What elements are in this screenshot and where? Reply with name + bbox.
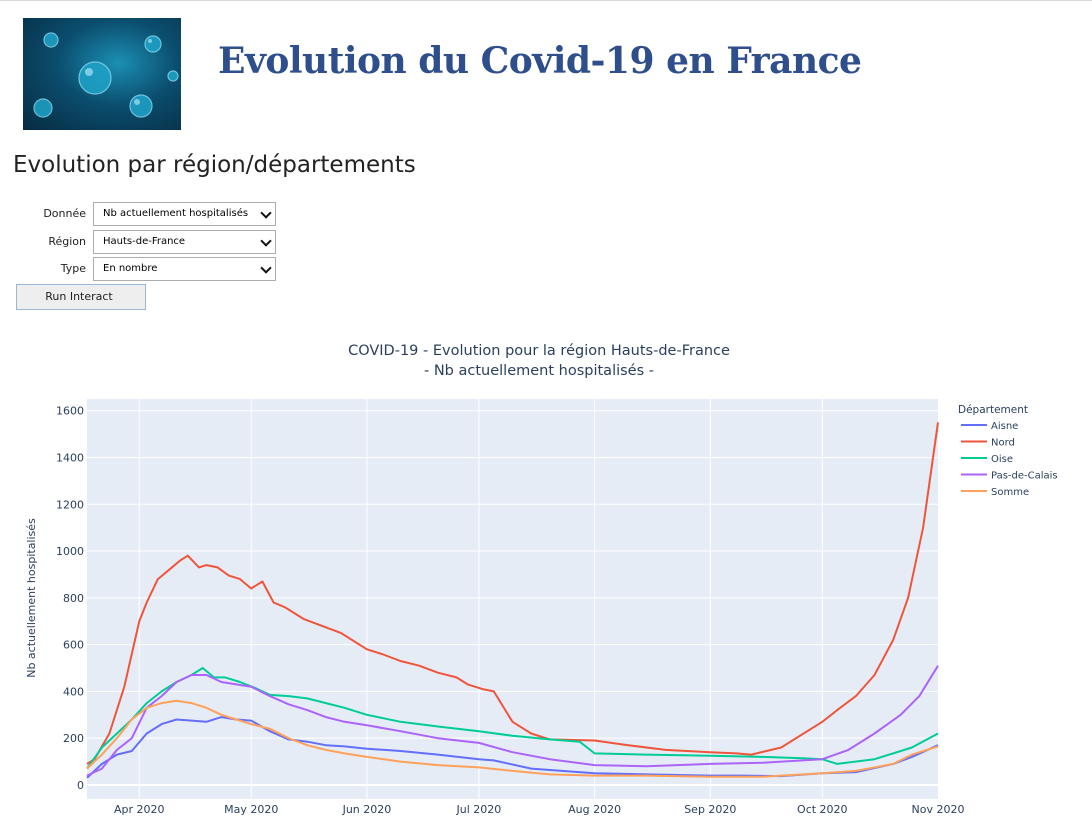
y-axis-label: Nb actuellement hospitalisés <box>25 518 38 678</box>
x-tick-label: Aug 2020 <box>568 803 621 816</box>
series-line-somme <box>86 699 939 778</box>
legend-label: Pas-de-Calais <box>991 471 1058 482</box>
x-axis-ticks: Apr 2020 May 2020 Jun 2020 Jul 2020 Aug 2020… <box>114 803 964 816</box>
legend-label: Oise <box>991 454 1013 465</box>
series-line-nord <box>86 422 939 765</box>
donnee-select-value: Nb actuellement hospitalisés <box>103 208 249 219</box>
y-tick-label: 1000 <box>56 545 84 558</box>
chevron-down-icon <box>260 262 272 274</box>
x-tick-label: Sep 2020 <box>684 803 736 816</box>
legend-label: Nord <box>991 438 1015 449</box>
x-tick-label: Apr 2020 <box>114 803 165 816</box>
chevron-down-icon <box>260 207 272 219</box>
type-select-value: En nombre <box>103 263 158 274</box>
legend-title: Département <box>958 404 1028 416</box>
y-tick-label: 0 <box>77 779 84 792</box>
legend-item[interactable]: Pas-de-Calais <box>961 471 1058 482</box>
region-row: Région Hauts-de-France <box>0 230 280 254</box>
legend-item[interactable]: Nord <box>961 438 1015 449</box>
x-tick-label: Jun 2020 <box>342 803 392 816</box>
type-select[interactable]: En nombre <box>93 257 276 281</box>
plot-area <box>87 399 938 799</box>
top-rule <box>0 0 1092 1</box>
section-title: Evolution par région/départements <box>13 152 416 178</box>
x-tick-label: Jul 2020 <box>456 803 502 816</box>
series-line-pas-de-calais <box>86 665 939 777</box>
y-tick-label: 200 <box>63 732 84 745</box>
donnee-label: Donnée <box>43 207 86 220</box>
virus-banner-image <box>23 18 181 130</box>
y-tick-label: 1600 <box>56 405 84 418</box>
run-interact-button[interactable]: Run Interact <box>16 284 146 310</box>
series-line-oise <box>86 667 939 770</box>
type-row: Type En nombre <box>0 257 280 281</box>
type-label: Type <box>60 262 86 275</box>
legend-label: Aisne <box>991 421 1018 432</box>
legend-item[interactable]: Aisne <box>961 421 1018 432</box>
y-axis-ticks: 0 200 400 600 800 1000 1200 1400 1600 <box>56 405 84 792</box>
chevron-down-icon <box>260 235 272 247</box>
y-tick-label: 1200 <box>56 498 84 511</box>
hospitalisations-chart: COVID-19 - Evolution pour la région Haut… <box>25 343 1058 816</box>
legend-item[interactable]: Somme <box>961 487 1029 498</box>
legend-label: Somme <box>991 487 1029 498</box>
chart-title: COVID-19 - Evolution pour la région Haut… <box>348 343 730 359</box>
x-tick-label: Oct 2020 <box>797 803 848 816</box>
legend: Département Aisne Nord Oise Pas-de-Calais So… <box>958 404 1058 498</box>
legend-item[interactable]: Oise <box>961 454 1013 465</box>
y-tick-label: 1400 <box>56 451 84 464</box>
chart-subtitle: - Nb actuellement hospitalisés - <box>424 363 654 379</box>
virus-illustration <box>33 32 179 118</box>
grid-lines <box>87 399 938 799</box>
donnee-select[interactable]: Nb actuellement hospitalisés <box>93 202 276 226</box>
x-tick-label: Nov 2020 <box>912 803 965 816</box>
series-lines <box>86 422 939 779</box>
donnee-row: Donnée Nb actuellement hospitalisés <box>0 202 280 226</box>
region-label: Région <box>48 235 86 248</box>
y-tick-label: 800 <box>63 592 84 605</box>
page-title: Evolution du Covid-19 en France <box>218 40 862 82</box>
region-select[interactable]: Hauts-de-France <box>93 230 276 254</box>
y-tick-label: 600 <box>63 639 84 652</box>
x-tick-label: May 2020 <box>224 803 278 816</box>
y-tick-label: 400 <box>63 685 84 698</box>
region-select-value: Hauts-de-France <box>103 236 186 247</box>
